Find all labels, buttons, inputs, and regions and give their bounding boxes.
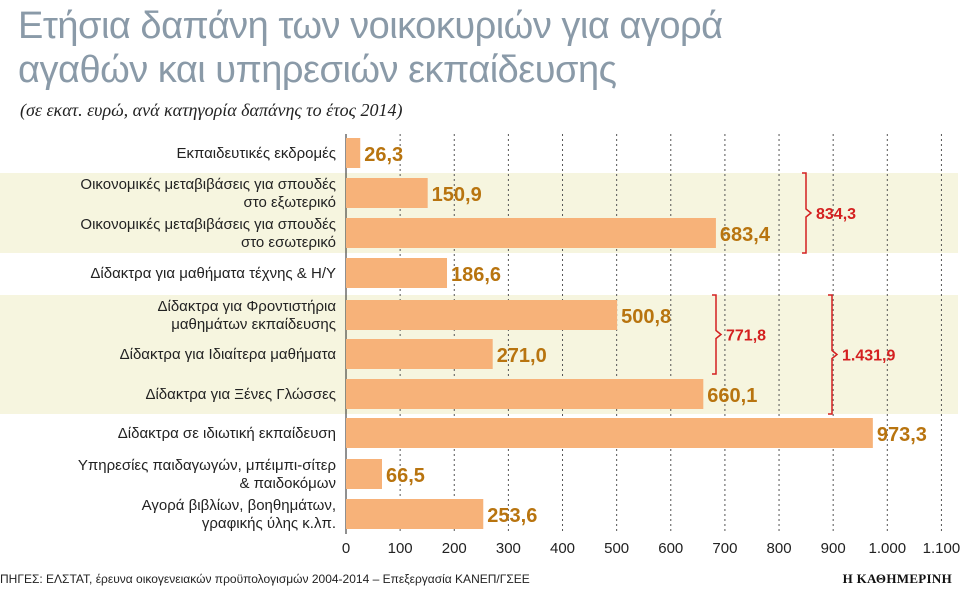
bar xyxy=(346,218,716,248)
bar xyxy=(346,459,382,489)
value-label: 253,6 xyxy=(487,505,537,527)
value-label: 660,1 xyxy=(707,385,757,407)
category-label: Οικονομικές μεταβιβάσεις για σπουδές xyxy=(80,176,336,193)
value-label: 271,0 xyxy=(497,345,547,367)
x-tick-label: 500 xyxy=(604,540,629,557)
annotation-sum-label: 1.431,9 xyxy=(842,348,895,365)
category-label: Δίδακτρα για Ιδιαίτερα μαθήματα xyxy=(120,346,337,363)
x-tick-label: 900 xyxy=(821,540,846,557)
x-tick-label: 100 xyxy=(388,540,413,557)
category-label: & παιδοκόμων xyxy=(239,475,336,492)
value-label: 973,3 xyxy=(877,424,927,446)
bar xyxy=(346,499,484,529)
annotation-bracket xyxy=(712,294,723,375)
value-label: 500,8 xyxy=(621,306,671,328)
bar xyxy=(346,258,448,288)
category-label: Υπηρεσίες παιδαγωγών, μπέιμπι-σίτερ xyxy=(78,457,336,474)
bar xyxy=(346,339,493,369)
category-label: Οικονομικές μεταβιβάσεις για σπουδές xyxy=(80,216,336,233)
chart-subtitle: (σε εκατ. ευρώ, ανά κατηγορία δαπάνης το… xyxy=(20,100,403,120)
value-label: 150,9 xyxy=(432,184,482,206)
publisher-brand: Η ΚΑΘΗΜΕΡΙΝΗ xyxy=(842,571,952,586)
category-label: στο εσωτερικό xyxy=(241,234,336,251)
source-note: ΠΗΓΕΣ: ΕΛΣΤΑΤ, έρευνα οικογενειακών προϋ… xyxy=(0,572,530,586)
x-tick-label: 700 xyxy=(712,540,737,557)
category-label: Αγορά βιβλίων, βοηθημάτων, xyxy=(142,497,336,514)
value-label: 683,4 xyxy=(720,224,771,246)
annotation-sum-label: 771,8 xyxy=(726,328,766,345)
x-tick-label: 0 xyxy=(342,540,350,557)
chart-title: Ετήσια δαπάνη των νοικοκυριών για αγορά … xyxy=(18,4,948,92)
bar xyxy=(346,178,428,208)
value-label: 26,3 xyxy=(364,144,403,166)
x-tick-label: 600 xyxy=(658,540,683,557)
category-label: γραφικής ύλης κ.λπ. xyxy=(202,515,336,532)
x-tick-label: 1.000 xyxy=(869,540,907,557)
category-label: Εκπαιδευτικές εκδρομές xyxy=(176,145,336,162)
category-label: Δίδακτρα για Φροντιστήρια xyxy=(157,298,336,315)
category-label: μαθημάτων εκπαίδευσης xyxy=(171,316,336,333)
annotation-sum-label: 834,3 xyxy=(816,206,856,223)
annotation-bracket xyxy=(802,172,813,254)
category-label: Δίδακτρα για Ξένες Γλώσσες xyxy=(145,386,336,403)
x-tick-label: 800 xyxy=(767,540,792,557)
bar xyxy=(346,300,618,330)
category-label: στο εξωτερικό xyxy=(243,194,336,211)
bar xyxy=(346,379,704,409)
x-tick-label: 300 xyxy=(496,540,521,557)
bar xyxy=(346,138,361,168)
category-label: Δίδακτρα για μαθήματα τέχνης & Η/Υ xyxy=(90,265,336,282)
bar xyxy=(346,418,873,448)
annotation-bracket xyxy=(828,294,839,415)
title-line-1: Ετήσια δαπάνη των νοικοκυριών για αγορά xyxy=(18,5,723,47)
x-tick-label: 200 xyxy=(442,540,467,557)
x-tick-label: 400 xyxy=(550,540,575,557)
title-line-2: αγαθών και υπηρεσιών εκπαίδευσης xyxy=(18,49,617,91)
x-tick-label: 1.100 xyxy=(923,540,960,557)
value-label: 66,5 xyxy=(386,465,425,487)
category-label: Δίδακτρα σε ιδιωτική εκπαίδευση xyxy=(118,425,336,442)
value-label: 186,6 xyxy=(451,264,501,286)
